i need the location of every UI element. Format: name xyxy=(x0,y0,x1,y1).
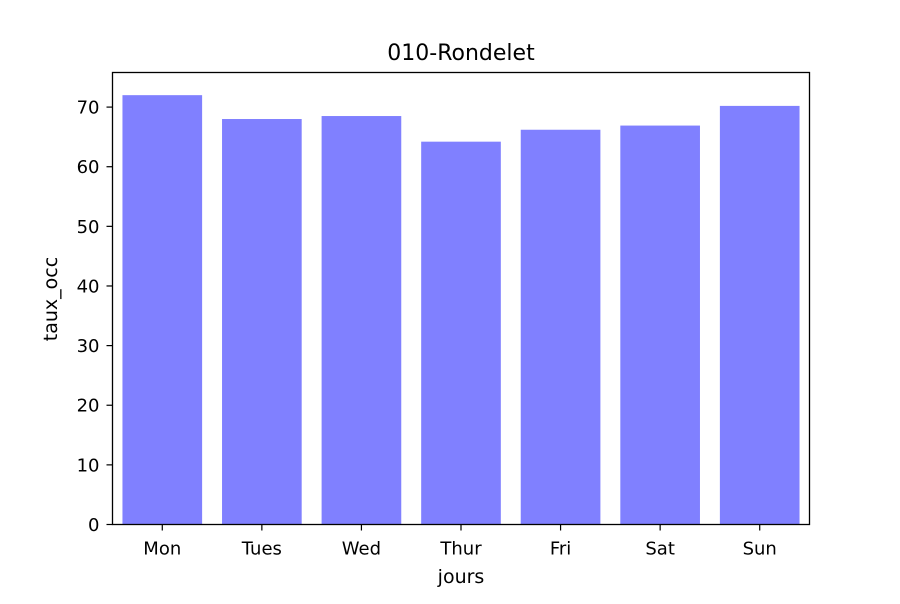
x-tick-label: Sun xyxy=(743,539,777,560)
y-tick-label: 50 xyxy=(77,217,100,238)
y-tick-label: 40 xyxy=(77,276,100,297)
bar-fri xyxy=(520,129,601,525)
bar-sat xyxy=(620,125,700,525)
y-tick-label: 10 xyxy=(77,455,100,476)
y-axis: 0 10 20 30 40 50 60 70 xyxy=(77,98,113,536)
bar-wed xyxy=(321,116,402,525)
x-tick-label: Thur xyxy=(439,539,482,560)
y-tick-label: 20 xyxy=(77,396,100,417)
plot-frame xyxy=(111,71,811,526)
y-axis-label: taux_occ xyxy=(40,257,62,341)
y-tick-label: 60 xyxy=(77,157,100,178)
bars-group xyxy=(122,95,800,525)
x-tick-label: Mon xyxy=(143,539,181,560)
x-tick-label: Tues xyxy=(241,539,282,560)
x-axis: Mon Tues Wed Thur Fri Sat Sun xyxy=(143,524,777,560)
bar-sun xyxy=(719,105,800,525)
y-tick-label: 30 xyxy=(77,336,100,357)
y-tick-label: 0 xyxy=(88,515,99,536)
bar-tues xyxy=(222,119,302,525)
x-axis-label: jours xyxy=(437,566,485,588)
x-tick-label: Wed xyxy=(342,539,381,560)
y-tick-label: 70 xyxy=(77,98,100,119)
x-tick-label: Fri xyxy=(550,539,571,560)
chart-title: 010-Rondelet xyxy=(387,41,535,66)
bar-mon xyxy=(122,95,203,525)
x-tick-label: Sat xyxy=(645,539,675,560)
bar-thur xyxy=(421,141,501,525)
